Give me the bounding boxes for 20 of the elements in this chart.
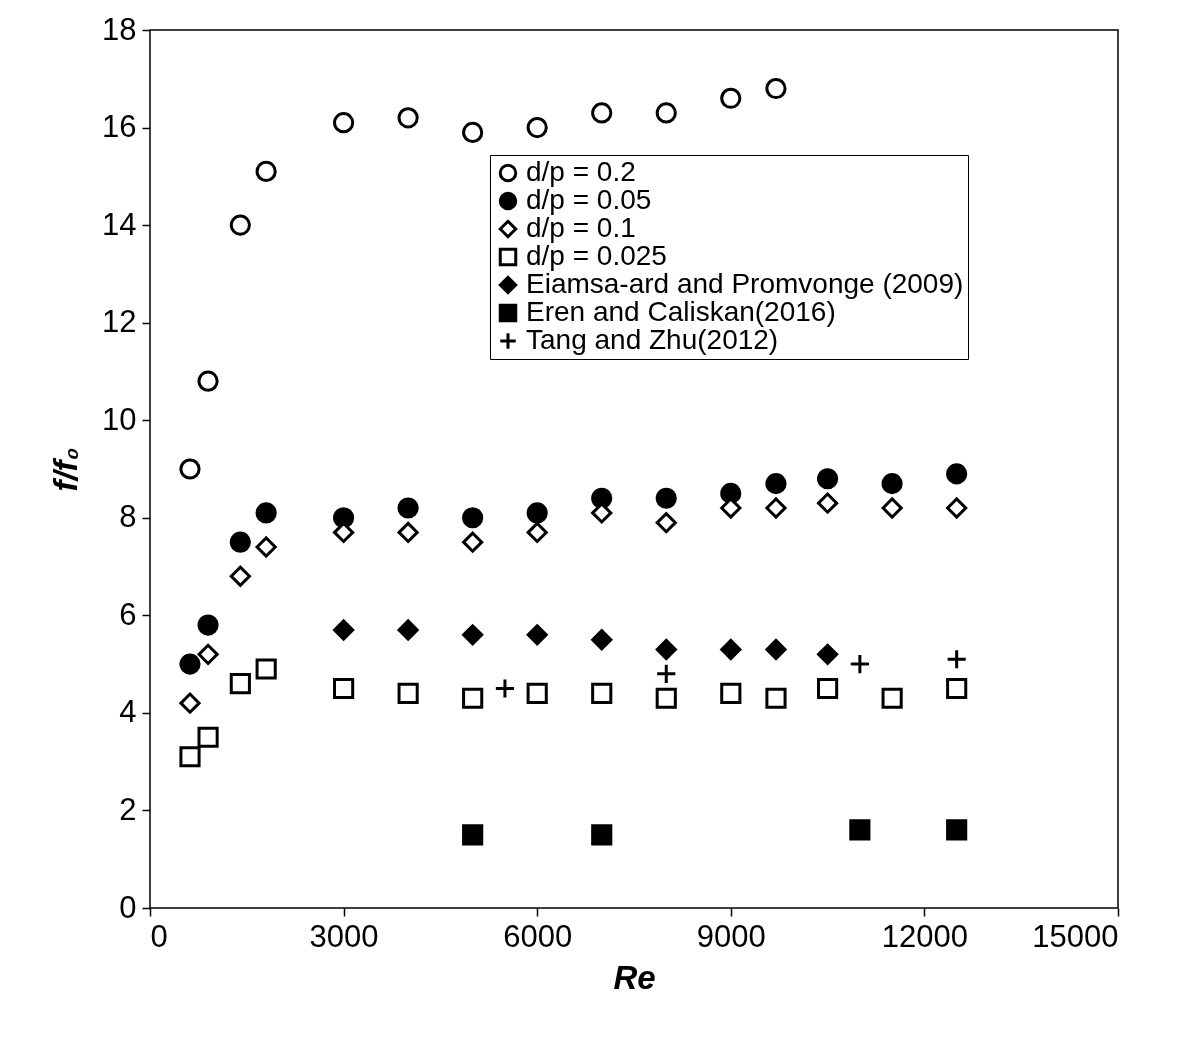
x-tick-label: 3000 (309, 918, 379, 954)
x-tick-label: 12000 (881, 918, 969, 954)
legend-label: Eren and Caliskan(2016) (526, 296, 836, 327)
y-tick-label: 2 (119, 791, 137, 827)
y-tick-label: 14 (102, 206, 137, 242)
x-tick-label: 0 (150, 918, 168, 954)
y-axis-title: f/f₀ (47, 447, 85, 492)
y-tick-label: 16 (102, 109, 137, 145)
x-tick-label: 15000 (1032, 918, 1119, 954)
y-tick-label: 4 (119, 694, 137, 730)
legend-label: d/p = 0.2 (526, 156, 636, 187)
x-tick-label: 6000 (503, 918, 573, 954)
y-tick-label: 12 (102, 304, 137, 340)
y-tick-label: 8 (119, 499, 137, 535)
y-tick-label: 10 (102, 401, 137, 437)
y-tick-label: 6 (119, 596, 137, 632)
x-axis-title: Re (613, 958, 656, 996)
y-tick-label: 0 (119, 889, 137, 925)
y-tick-label: 18 (102, 11, 137, 47)
x-tick-label: 9000 (696, 918, 766, 954)
